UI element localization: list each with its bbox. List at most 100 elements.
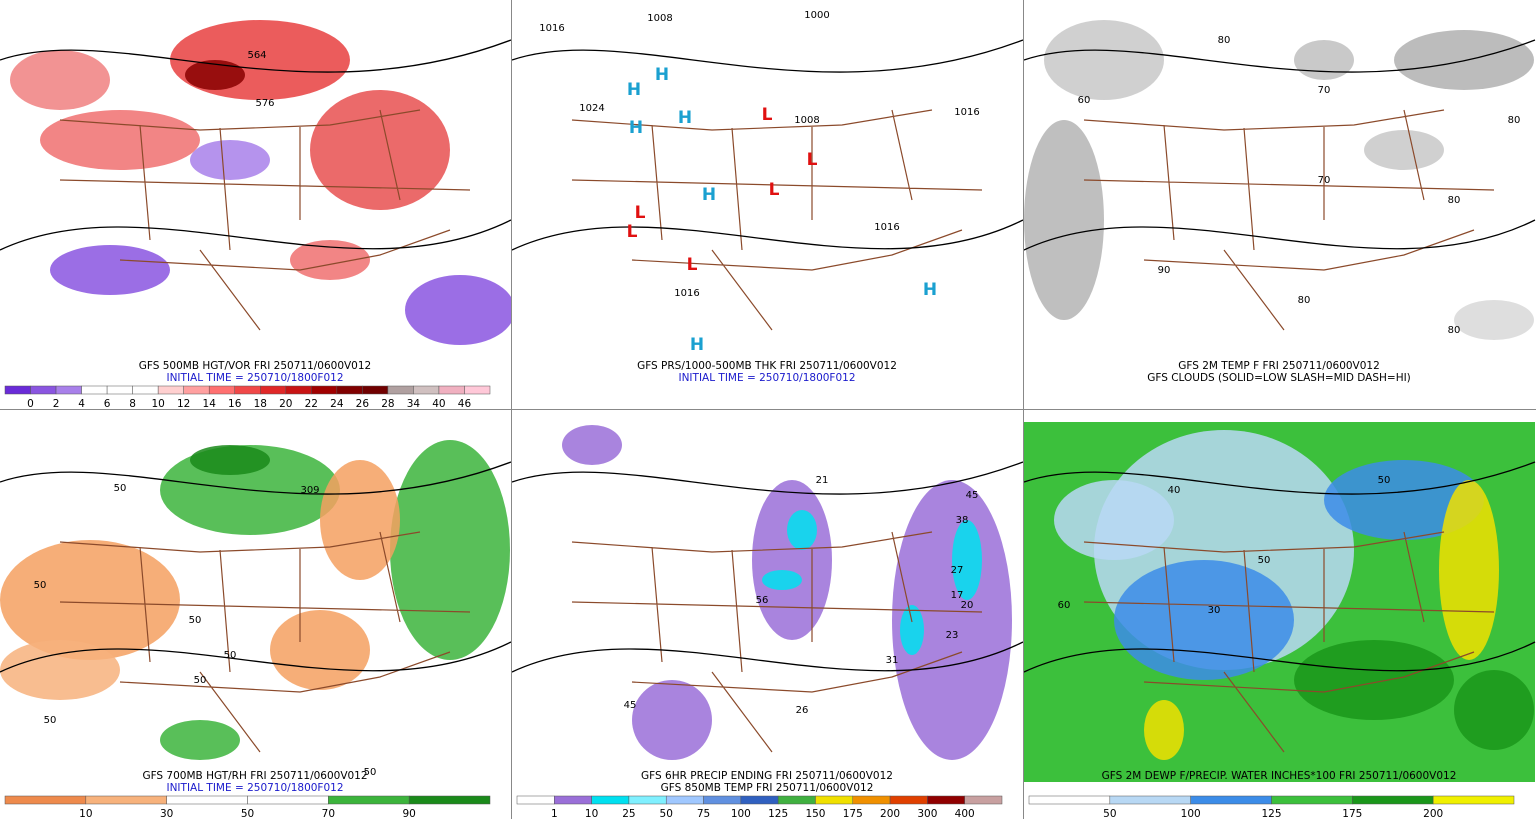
caption: GFS CLOUDS (SOLID=LOW SLASH=MID DASH=HI) — [1147, 372, 1411, 384]
map-label: 50 — [364, 767, 377, 778]
colorbar-label: 50 — [1103, 808, 1116, 819]
map-label: H — [690, 335, 704, 355]
map-label: 1016 — [954, 107, 979, 118]
caption: INITIAL TIME = 250710/1800F012 — [166, 782, 343, 794]
colorbar-swatch — [1190, 795, 1272, 805]
colorbar-swatch — [1109, 795, 1191, 805]
colorbar-swatch — [889, 795, 928, 805]
colorbar-swatch — [815, 795, 854, 805]
colorbar-label: 200 — [880, 808, 900, 819]
map-shading — [1454, 300, 1534, 340]
colorbar-swatch — [106, 385, 133, 395]
map-shading — [320, 460, 400, 580]
colorbar-label: 25 — [622, 808, 635, 819]
map-label: H — [923, 280, 937, 300]
map-shading — [50, 245, 170, 295]
map-shading — [290, 240, 370, 280]
contour — [1023, 461, 1536, 673]
map-shading — [0, 540, 180, 660]
map-label: 90 — [1158, 265, 1171, 276]
colorbar-swatch — [81, 385, 108, 395]
map-shading — [1364, 130, 1444, 170]
colorbar-label: 150 — [805, 808, 825, 819]
colorbar-label: 46 — [458, 398, 472, 410]
map-shading — [632, 680, 712, 760]
map-shading — [752, 480, 832, 640]
colorbar-swatch — [438, 385, 465, 395]
colorbar-label: 300 — [917, 808, 937, 819]
colorbar-label: 34 — [407, 398, 421, 410]
map-shading — [562, 425, 622, 465]
map-shading — [1294, 40, 1354, 80]
contour — [0, 461, 512, 673]
colorbar-label: 10 — [585, 808, 598, 819]
map-label: 564 — [247, 50, 266, 61]
colorbar-swatch — [464, 385, 491, 395]
map-label: 50 — [189, 615, 202, 626]
colorbar-swatch — [516, 795, 555, 805]
colorbar-label: 4 — [78, 398, 85, 410]
map-label: 1000 — [804, 10, 829, 21]
colorbar-swatch — [4, 795, 87, 805]
map-label: 70 — [1318, 175, 1331, 186]
colorbar-swatch — [1271, 795, 1353, 805]
caption: INITIAL TIME = 250710/1800F012 — [678, 372, 855, 384]
colorbar-swatch — [260, 385, 287, 395]
colorbar-label: 75 — [697, 808, 710, 819]
map-label: L — [769, 180, 780, 200]
map-label: 31 — [886, 655, 899, 666]
map-label: 80 — [1448, 325, 1461, 336]
map-label: 17 — [951, 590, 964, 601]
map-shading — [405, 275, 515, 345]
caption: GFS 2M DEWP F/PRECIP. WATER INCHES*100 F… — [1102, 770, 1457, 782]
colorbar-swatch — [166, 795, 248, 805]
colorbar-swatch — [336, 385, 363, 395]
map-shading — [1439, 480, 1499, 660]
colorbar-swatch — [311, 385, 338, 395]
colorbar-label: 100 — [731, 808, 751, 819]
map-shading — [390, 440, 510, 660]
colorbar-swatch — [328, 795, 410, 805]
colorbar-label: 125 — [1261, 808, 1281, 819]
map-label: 38 — [956, 515, 969, 526]
colorbar-label: 10 — [79, 808, 92, 819]
colorbar-swatch — [554, 795, 592, 805]
map-label: 1024 — [579, 103, 604, 114]
map-label: 40 — [1168, 485, 1181, 496]
map-shading — [190, 140, 270, 180]
map-shading — [270, 610, 370, 690]
caption: GFS 500MB HGT/VOR FRI 250711/0600V012 — [139, 360, 371, 372]
map-label: L — [635, 203, 646, 223]
colorbar-swatch — [4, 385, 31, 395]
map-shading — [952, 520, 982, 600]
colorbar-label: 16 — [228, 398, 242, 410]
map-shading — [1394, 30, 1534, 90]
contour — [511, 461, 1024, 673]
map-label: 21 — [816, 475, 829, 486]
caption: GFS 2M TEMP F FRI 250711/0600V012 — [1178, 360, 1380, 372]
map-shading — [1024, 120, 1104, 320]
colorbar-label: 26 — [356, 398, 370, 410]
colorbar-label: 50 — [660, 808, 673, 819]
caption: GFS 700MB HGT/RH FRI 250711/0600V012 — [142, 770, 367, 782]
contour — [511, 39, 1024, 251]
map-label: 50 — [224, 650, 237, 661]
colorbar-swatch — [285, 385, 312, 395]
map-label: 27 — [951, 565, 964, 576]
caption: GFS 6HR PRECIP ENDING FRI 250711/0600V01… — [641, 770, 893, 782]
colorbar-swatch — [85, 795, 167, 805]
colorbar-swatch — [740, 795, 779, 805]
colorbar-swatch — [628, 795, 667, 805]
colorbar-label: 0 — [27, 398, 34, 410]
map-label: 20 — [961, 600, 974, 611]
colorbar-swatch — [247, 795, 329, 805]
map-label: 50 — [44, 715, 57, 726]
colorbar-swatch — [703, 795, 742, 805]
map-label: 1016 — [874, 222, 899, 233]
map-shading — [160, 720, 240, 760]
colorbar-swatch — [777, 795, 816, 805]
map-label: 70 — [1318, 85, 1331, 96]
